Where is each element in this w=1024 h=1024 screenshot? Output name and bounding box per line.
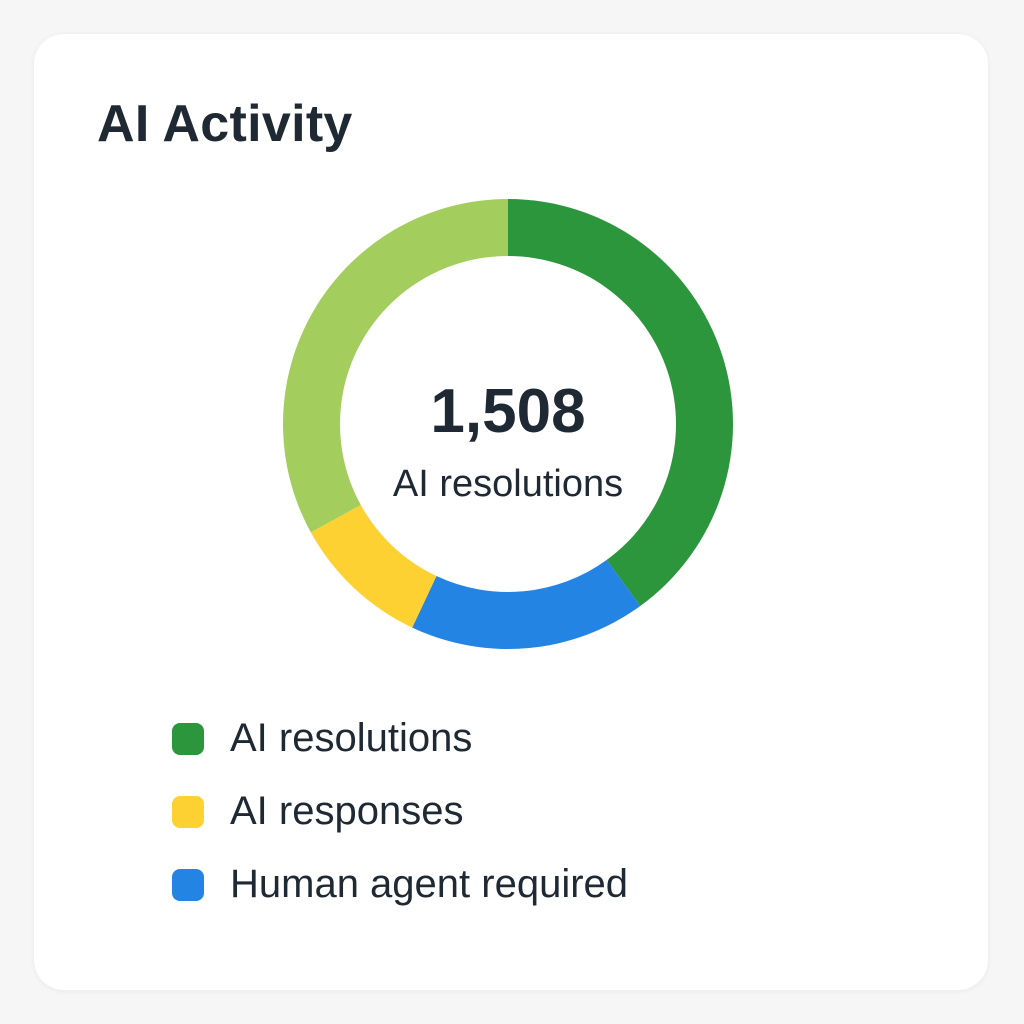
legend-item: Human agent required: [172, 848, 628, 921]
legend-item: AI resolutions: [172, 702, 628, 775]
donut-chart: 1,508 AI resolutions: [282, 198, 734, 650]
ai-activity-card: AI Activity 1,508 AI resolutions AI reso…: [34, 34, 988, 990]
legend-swatch: [172, 868, 204, 901]
legend-label: AI responses: [230, 789, 464, 833]
chart-legend: AI resolutions AI responses Human agent …: [172, 702, 628, 921]
legend-label: Human agent required: [230, 862, 629, 906]
legend-swatch: [172, 722, 204, 755]
donut-chart-svg: [283, 199, 733, 649]
card-title: AI Activity: [97, 95, 353, 153]
donut-center-label: AI resolutions: [392, 463, 624, 505]
donut-slice-human-agent-required: [412, 559, 641, 649]
legend-item: AI responses: [172, 775, 628, 848]
donut-center-value: 1,508: [430, 377, 586, 446]
donut-slice-ai-resolutions: [508, 199, 733, 607]
legend-swatch: [172, 795, 204, 828]
donut-slice-unlabeled-3: [283, 199, 508, 533]
donut-slice-ai-responses: [310, 504, 437, 628]
legend-label: AI resolutions: [230, 716, 473, 760]
